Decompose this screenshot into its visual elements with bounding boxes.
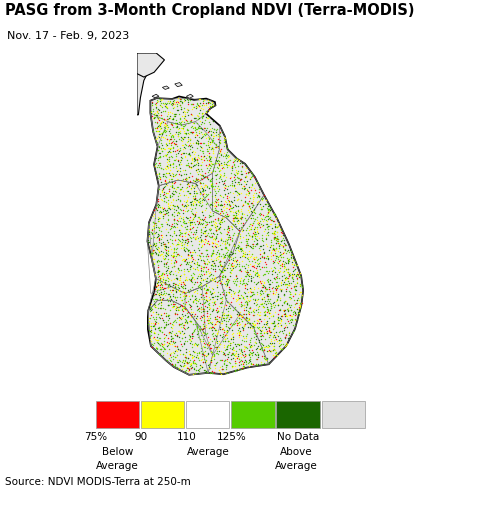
Text: PASG from 3-Month Cropland NDVI (Terra-MODIS): PASG from 3-Month Cropland NDVI (Terra-M… (5, 3, 414, 18)
Polygon shape (137, 53, 165, 77)
Polygon shape (186, 94, 193, 98)
Bar (96, 401, 139, 428)
Polygon shape (152, 94, 159, 97)
Text: 110: 110 (176, 432, 196, 442)
Text: 75%: 75% (84, 432, 108, 442)
Text: Average: Average (96, 461, 139, 471)
Text: No Data: No Data (277, 432, 319, 442)
Text: Above: Above (280, 446, 312, 457)
Text: Average: Average (186, 446, 229, 457)
Text: 125%: 125% (216, 432, 246, 442)
Text: Nov. 17 - Feb. 9, 2023: Nov. 17 - Feb. 9, 2023 (7, 31, 130, 41)
Bar (186, 401, 229, 428)
Polygon shape (162, 86, 169, 89)
Bar (276, 401, 320, 428)
Polygon shape (137, 53, 151, 115)
Polygon shape (147, 96, 303, 375)
Bar (141, 401, 184, 428)
Bar (322, 401, 365, 428)
Polygon shape (175, 82, 182, 87)
Text: 90: 90 (134, 432, 148, 442)
Bar (231, 401, 275, 428)
Text: Average: Average (275, 461, 318, 471)
Text: Below: Below (102, 446, 133, 457)
Text: Source: NDVI MODIS-Terra at 250-m: Source: NDVI MODIS-Terra at 250-m (5, 477, 191, 487)
